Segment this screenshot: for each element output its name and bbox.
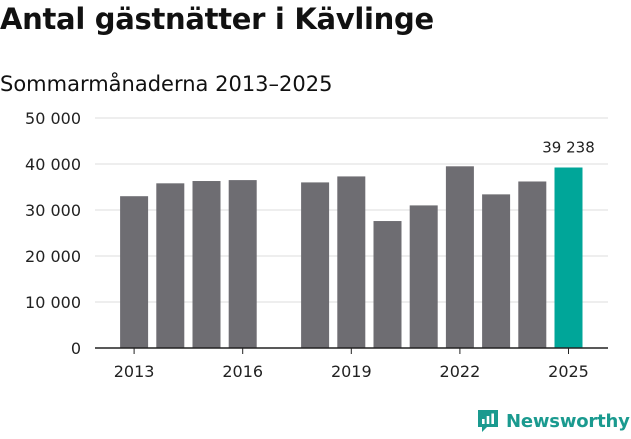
x-tick-label: 2022 — [440, 362, 481, 381]
bar-2018 — [301, 182, 330, 348]
newsworthy-logo-icon — [478, 410, 498, 432]
bar-chart: 0 10 000 20 000 30 000 40 000 50 000 2013 2016 2… — [25, 109, 608, 381]
bar-2025 — [554, 167, 583, 348]
bar-2014 — [156, 183, 185, 348]
bar-2016 — [228, 180, 257, 348]
x-tick-label: 2025 — [548, 362, 589, 381]
bar-2023 — [482, 194, 511, 348]
newsworthy-logo: Newsworthy — [476, 406, 630, 436]
chart-title: Antal gästnätter i Kävlinge — [0, 2, 434, 36]
bar-2013 — [120, 196, 149, 348]
y-tick-label: 40 000 — [25, 155, 81, 174]
y-tick-label: 50 000 — [25, 109, 81, 128]
bar-2015 — [192, 181, 221, 348]
chart-subtitle: Sommarmånaderna 2013–2025 — [0, 72, 333, 96]
bar-2021 — [409, 205, 438, 348]
y-tick-label: 0 — [71, 339, 81, 358]
x-tick-label: 2019 — [331, 362, 372, 381]
bar-2022 — [445, 166, 474, 348]
x-tick-label: 2013 — [114, 362, 155, 381]
y-tick-label: 30 000 — [25, 201, 81, 220]
newsworthy-logo-text: Newsworthy — [506, 410, 630, 432]
bar-2024 — [518, 181, 547, 348]
bar-2020 — [373, 221, 402, 348]
x-tick-label: 2016 — [222, 362, 263, 381]
bar-2019 — [337, 176, 366, 348]
data-label-2025: 39 238 — [542, 139, 595, 157]
y-tick-label: 10 000 — [25, 293, 81, 312]
y-tick-label: 20 000 — [25, 247, 81, 266]
